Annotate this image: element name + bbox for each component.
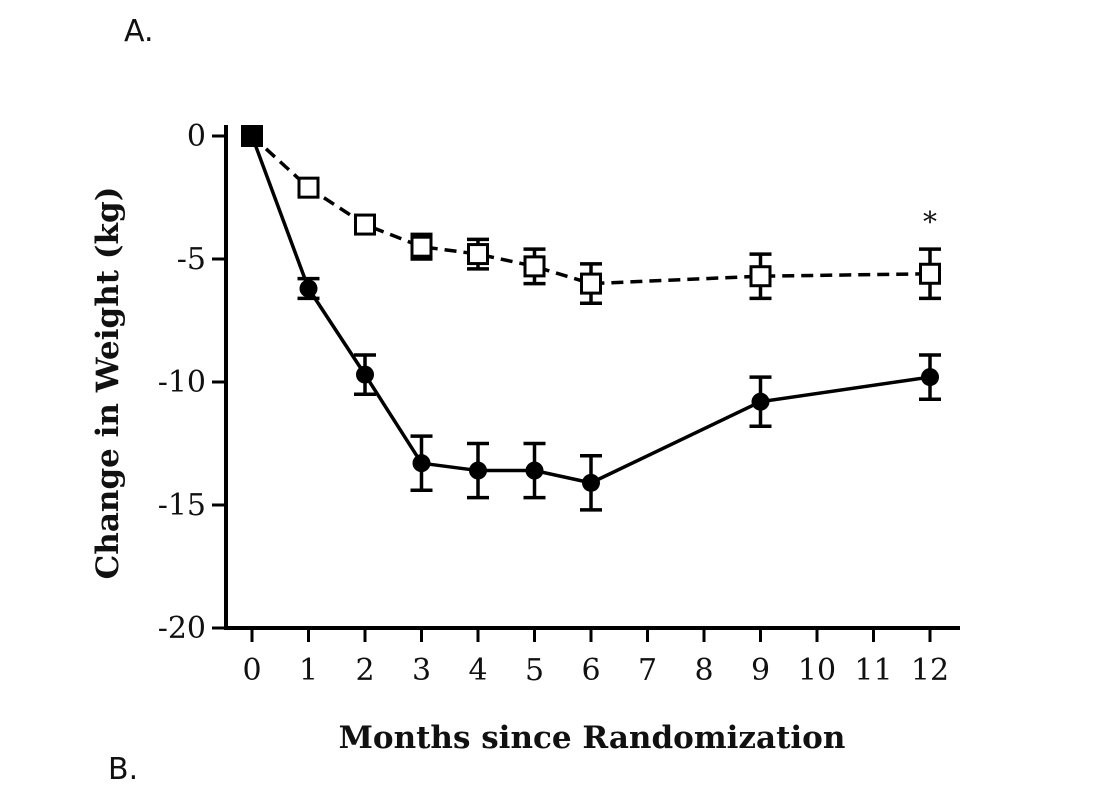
y-tick-label: 0 [187,119,206,154]
x-tick-label: 11 [854,653,892,688]
y-tick-label: -5 [177,242,206,277]
x-tick-label: 10 [798,653,836,688]
y-tick-label: -20 [158,611,206,646]
series-2-markers [241,125,941,295]
series-1-markers [243,127,939,492]
data-point-circle [751,392,770,411]
series-layer [241,125,941,512]
x-tick-label: 2 [355,653,374,688]
y-tick-label: -15 [158,488,206,523]
series-line [250,135,931,485]
data-point-circle [921,368,939,387]
series-1 [250,135,941,512]
data-point-circle [582,473,600,492]
x-tick-label: 0 [242,653,261,688]
data-point-square [580,272,602,295]
data-point-square [467,243,489,266]
x-tick-label: 7 [638,653,657,688]
data-point-circle [525,461,544,480]
series-line [250,134,931,286]
x-tick-label: 1 [299,653,318,688]
significance-annotation: * [923,206,937,239]
x-tick-label: 5 [525,653,544,688]
data-point-circle [412,454,431,473]
annotations: * [923,206,937,239]
x-tick-label: 6 [581,653,600,688]
data-point-square [241,125,263,147]
weight-change-chart: 0 1 2 3 4 5 6 7 8 9 10 11 12 0-5-10-15-20 * Months s… [90,119,960,756]
y-tick-label: -10 [158,365,206,400]
next-panel-label: B. [108,752,139,787]
data-point-square [523,255,546,278]
data-point-square [919,262,941,285]
x-tick-label: 4 [468,653,487,688]
y-axis-title: Change in Weight (kg) [90,187,126,580]
x-tick-label: 3 [412,653,431,688]
x-ticks: 0 1 2 3 4 5 6 7 8 9 10 11 12 [242,628,949,688]
x-tick-label: 9 [751,653,770,688]
data-point-square [354,213,376,236]
x-tick-label: 12 [911,653,949,688]
data-point-square [297,176,320,199]
data-point-square [410,235,433,258]
data-point-circle [356,365,374,384]
data-point-circle [299,279,318,298]
y-ticks: 0 -5 -10 -15 -20 [158,119,226,646]
panel-label: A. [124,14,154,49]
x-axis-title: Months since Randomization [339,720,846,756]
data-point-circle [469,461,487,480]
data-point-square [749,265,772,288]
axes [224,125,960,630]
x-tick-label: 8 [694,653,713,688]
